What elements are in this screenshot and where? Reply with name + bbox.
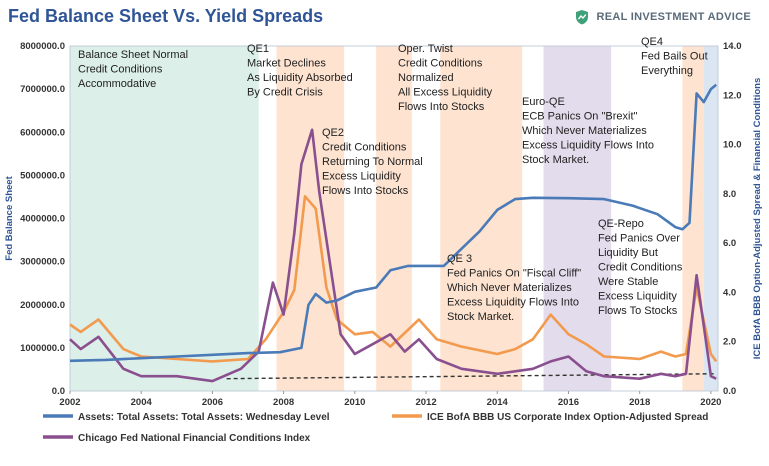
annotation-line: Fed Panics On "Fiscal Cliff" — [447, 268, 581, 280]
y-right-tick-label: 0.0 — [723, 386, 736, 397]
x-tick-label: 2012 — [415, 397, 436, 408]
annotation-line: Normalized — [398, 72, 454, 84]
annotation-line: Liquidity But — [598, 247, 658, 259]
annotation-line: QE-Repo — [598, 218, 644, 230]
annotation-2: QE1 Market Declines As Liquidity Absorbed B… — [247, 43, 353, 99]
annotation-line: Credit Conditions — [398, 58, 483, 70]
annotation-line: Credit Conditions — [78, 64, 163, 76]
plot-area — [69, 45, 719, 392]
brand-shield-icon — [576, 10, 589, 25]
y-left-tick-label: 6000000.0 — [20, 127, 65, 138]
y-left-tick-label: 3000000.0 — [20, 257, 65, 268]
annotation-line: Credit Conditions — [322, 142, 407, 154]
x-tick-label: 2004 — [131, 397, 153, 408]
annotation-line: Excess Liquidity Flows Into — [522, 140, 654, 152]
series-financial-conditions — [69, 128, 717, 383]
annotation-8: QE4 Fed Bails Out Everything — [641, 36, 708, 77]
annotation-line: Stock Market. — [522, 154, 589, 166]
legend-label: ICE BofA BBB US Corporate Index Option-A… — [427, 412, 708, 423]
x-tick-label: 2018 — [629, 397, 650, 408]
annotation-line: QE4 — [641, 36, 663, 48]
annotation-7: QE-Repo Fed Panics Over Liquidity But Credi… — [598, 218, 683, 317]
annotation-line: Market Declines — [247, 58, 326, 70]
annotation-line: Which Never Materializes — [447, 282, 572, 294]
x-tick-label: 2006 — [202, 397, 223, 408]
annotation-line: Flows Into Stocks — [322, 185, 409, 197]
annotation-5: QE 3 Fed Panics On "Fiscal Cliff" Which Ne… — [447, 253, 581, 323]
annotation-line: Fed Bails Out — [641, 51, 708, 63]
y-right-tick-label: 2.0 — [723, 337, 736, 348]
annotation-line: Euro-QE — [522, 96, 565, 108]
brand-name: REAL INVESTMENT ADVICE — [596, 11, 751, 23]
band-qe1 — [276, 46, 345, 391]
annotation-line: Which Never Materializes — [522, 125, 647, 137]
y-left-tick-label: 8000000.0 — [20, 41, 65, 52]
annotation-line: Credit Conditions — [598, 262, 683, 274]
band-normal — [70, 46, 259, 391]
y-right-axis-title: ICE BofA BBB Option-Adjusted Spread & Fi… — [752, 78, 763, 359]
series-balance-sheet — [69, 83, 718, 363]
annotation-line: Flows Into Stocks — [398, 101, 485, 113]
annotation-line: Excess Liquidity Flows Into — [447, 297, 579, 309]
legend-label: Assets: Total Assets: Total Assets: Wedn… — [78, 412, 330, 423]
x-tick-label: 2016 — [558, 397, 579, 408]
brand-logo: REAL INVESTMENT ADVICE — [574, 9, 751, 25]
band-euro-qe — [543, 46, 612, 391]
annotation-line: All Excess Liquidity — [398, 87, 493, 99]
band-twist-qe3 — [440, 46, 523, 391]
legend-label: Chicago Fed National Financial Condition… — [78, 433, 311, 444]
annotation-line: Balance Sheet Normal — [78, 49, 188, 61]
x-tick-label: 2014 — [487, 397, 509, 408]
y-left-tick-label: 1000000.0 — [20, 343, 65, 354]
y-left-tick-label: 0.0 — [52, 386, 65, 397]
trendline-dashed — [226, 373, 717, 380]
annotation-line: QE 3 — [447, 253, 472, 265]
chart-title: Fed Balance Sheet Vs. Yield Spreads — [8, 6, 324, 26]
annotation-line: Flows To Stocks — [598, 305, 678, 317]
x-tick-label: 2010 — [344, 397, 365, 408]
annotation-line: Fed Panics Over — [598, 233, 680, 245]
y-left-tick-label: 7000000.0 — [20, 84, 65, 95]
series-bbb-spread — [69, 195, 718, 363]
x-tick-label: 2008 — [273, 397, 294, 408]
x-tick-label: 2002 — [59, 397, 80, 408]
annotation-line: ECB Panics On "Brexit" — [522, 111, 637, 123]
annotation-line: Excess Liquidity — [598, 291, 677, 303]
annotation-line: QE2 — [322, 127, 344, 139]
y-right-tick-label: 6.0 — [723, 238, 736, 249]
band-qe4 — [703, 46, 718, 391]
annotation-line: QE1 — [247, 43, 269, 55]
y-right-tick-label: 14.0 — [723, 41, 742, 52]
annotation-line: Everything — [641, 65, 693, 77]
y-left-tick-label: 4000000.0 — [20, 214, 65, 225]
band-qe-repo — [682, 46, 704, 391]
annotation-4: Oper. Twist Credit Conditions Normalized Al… — [398, 43, 493, 113]
annotation-line: Stock Market. — [447, 311, 514, 323]
x-tick-label: 2020 — [700, 397, 721, 408]
y-right-tick-label: 4.0 — [723, 287, 736, 298]
annotation-1: Balance Sheet Normal Credit Conditions Acc… — [78, 49, 188, 90]
y-left-tick-label: 2000000.0 — [20, 300, 65, 311]
annotation-3: QE2 Credit Conditions Returning To Normal E… — [322, 127, 423, 197]
annotation-line: Oper. Twist — [398, 43, 453, 55]
y-left-tick-label: 5000000.0 — [20, 170, 65, 181]
y-left-axis-title: Fed Balance Sheet — [4, 175, 15, 260]
annotation-line: As Liquidity Absorbed — [247, 72, 353, 84]
y-right-tick-label: 10.0 — [723, 140, 742, 151]
y-right-tick-label: 12.0 — [723, 90, 742, 101]
annotation-line: Returning To Normal — [322, 156, 423, 168]
annotation-line: Accommodative — [78, 78, 156, 90]
y-right-tick-label: 8.0 — [723, 189, 736, 200]
annotation-line: Were Stable — [598, 276, 658, 288]
annotation-line: Excess Liquidity — [322, 171, 401, 183]
annotation-6: Euro-QE ECB Panics On "Brexit" Which Never… — [522, 96, 654, 166]
annotation-line: By Credit Crisis — [247, 87, 323, 99]
